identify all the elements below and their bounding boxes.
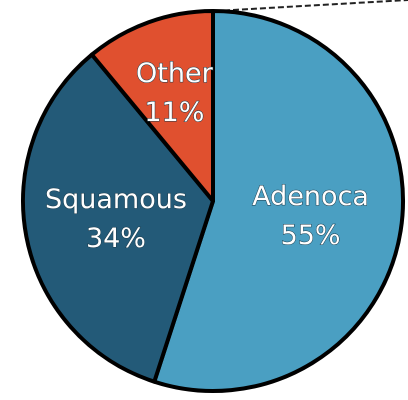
- slice-label: Other: [136, 58, 214, 89]
- pie-slice: [21, 52, 215, 384]
- slice-value-label: 11%: [144, 97, 204, 128]
- slice-value-label: 55%: [281, 220, 341, 251]
- slice-value-label: 34%: [86, 223, 146, 254]
- slice-label: Adenoca: [252, 181, 369, 212]
- pie-slice: [152, 9, 405, 393]
- slice-label: Squamous: [45, 184, 187, 215]
- pie-slice: [89, 9, 215, 203]
- connector-line: [214, 0, 408, 12]
